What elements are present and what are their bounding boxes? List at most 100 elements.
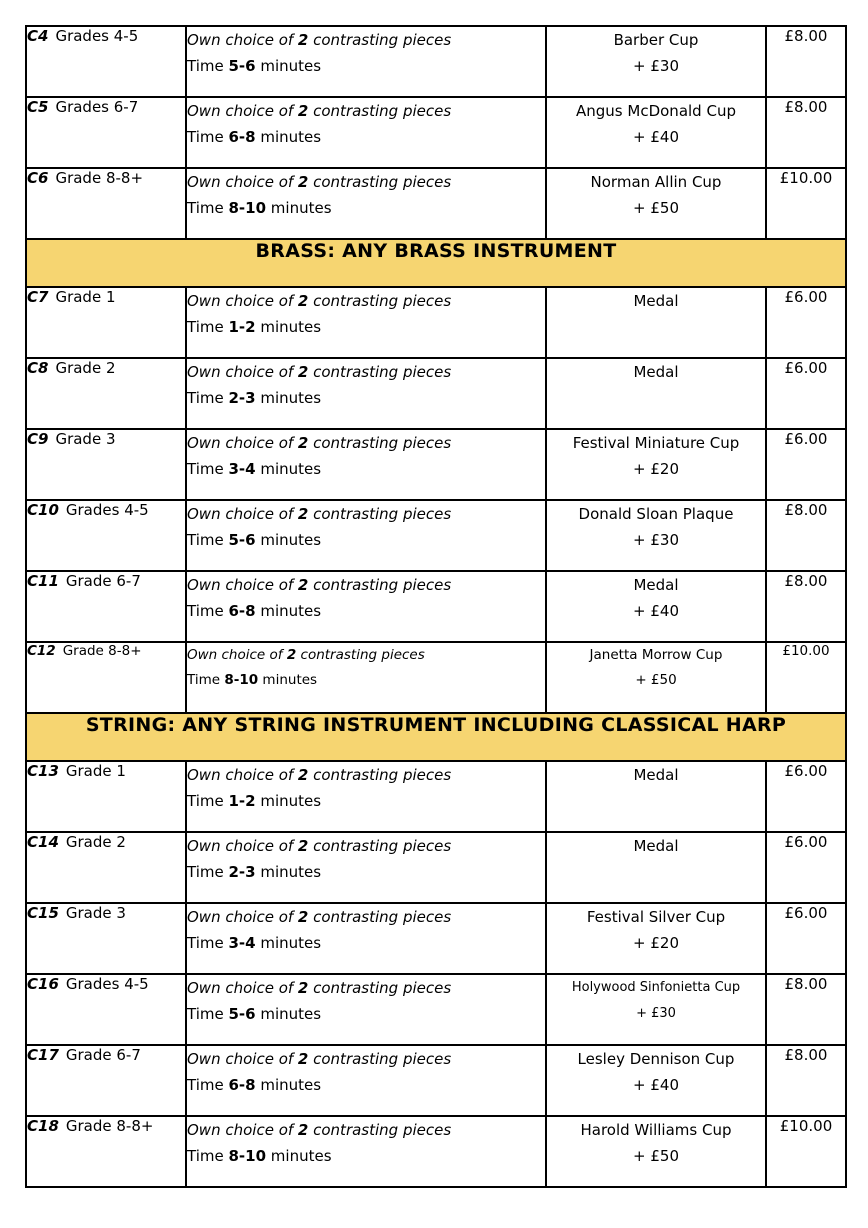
class-grade: Grade 1 [65, 762, 126, 780]
class-row: C10 Grades 4-5 Own choice of 2 contrastin… [25, 499, 847, 572]
fee-cell: £6.00 [765, 902, 847, 975]
fee-amount: £10.00 [782, 643, 830, 659]
requirement-line: Own choice of 2 contrasting pieces [188, 360, 544, 385]
time-range: 5-6 [228, 57, 256, 75]
time-label: Time [187, 672, 225, 688]
fee-cell: £6.00 [765, 428, 847, 501]
fee-amount: £6.00 [784, 833, 828, 851]
section-title: STRING: ANY STRING INSTRUMENT INCLUDING … [85, 714, 787, 736]
time-label: Time [187, 128, 229, 146]
time-line: Time 5-6 minutes [187, 527, 544, 553]
fee-cell: £8.00 [765, 25, 847, 98]
section-header-cell: STRING: ANY STRING INSTRUMENT INCLUDING … [25, 712, 847, 762]
class-row: C5 Grades 6-7 Own choice of 2 contrasting… [25, 96, 847, 169]
requirement-cell: Own choice of 2 contrasting pieces Time … [185, 902, 547, 975]
requirement-text-tail: contrasting pieces [296, 647, 425, 663]
fee-cell: £10.00 [765, 1115, 847, 1188]
class-code-cell: C8 Grade 2 [25, 357, 187, 430]
class-code-cell: C7 Grade 1 [25, 286, 187, 359]
time-label: Time [187, 792, 229, 810]
fee-amount: £8.00 [784, 572, 828, 590]
class-row: C4 Grades 4-5 Own choice of 2 contrasting… [25, 25, 847, 98]
time-line: Time 8-10 minutes [188, 1143, 544, 1169]
time-line: Time 1-2 minutes [188, 314, 544, 340]
requirement-piece-count: 2 [297, 979, 309, 997]
requirement-text-tail: contrasting pieces [308, 505, 452, 523]
requirement-cell: Own choice of 2 contrasting pieces Time … [185, 760, 547, 833]
requirement-cell: Own choice of 2 contrasting pieces Time … [185, 167, 547, 240]
requirement-text-tail: contrasting pieces [308, 173, 452, 191]
requirement-piece-count: 2 [286, 647, 297, 663]
class-code-cell: C16 Grades 4-5 [25, 973, 187, 1046]
fee-cell: £6.00 [765, 357, 847, 430]
requirement-cell: Own choice of 2 contrasting pieces Time … [185, 831, 547, 904]
requirement-text-tail: contrasting pieces [308, 434, 452, 452]
time-range: 3-4 [228, 934, 256, 952]
award-name: Medal [633, 837, 679, 855]
requirement-text: Own choice of [187, 766, 298, 784]
requirement-text-tail: contrasting pieces [308, 576, 452, 594]
class-code-cell: C12 Grade 8-8+ [25, 641, 187, 714]
award-name: Lesley Dennison Cup [577, 1050, 735, 1068]
requirement-text: Own choice of [187, 292, 298, 310]
award-cell: Norman Allin Cup + £50 [545, 167, 767, 240]
requirement-text-tail: contrasting pieces [308, 837, 452, 855]
time-label: Time [187, 934, 229, 952]
time-range: 8-10 [224, 672, 259, 688]
class-grade: Grades 4-5 [55, 27, 139, 45]
class-grade: Grades 4-5 [65, 501, 149, 519]
time-line: Time 3-4 minutes [187, 930, 544, 956]
time-line: Time 6-8 minutes [187, 124, 544, 150]
classes-table: C4 Grades 4-5 Own choice of 2 contrasting… [25, 25, 847, 1188]
time-unit: minutes [255, 602, 322, 620]
class-code: C4 [27, 27, 49, 45]
time-range: 8-10 [228, 199, 267, 217]
requirement-line: Own choice of 2 contrasting pieces [188, 834, 544, 859]
time-unit: minutes [255, 128, 322, 146]
class-grade: Grades 6-7 [55, 98, 139, 116]
class-code: C7 [27, 288, 49, 306]
award-cell: Donald Sloan Plaque + £30 [545, 499, 767, 572]
fee-amount: £6.00 [784, 359, 828, 377]
award-name: Norman Allin Cup [590, 173, 722, 191]
class-code-cell: C6 Grade 8-8+ [25, 167, 187, 240]
class-code-cell: C15 Grade 3 [25, 902, 187, 975]
time-line: Time 3-4 minutes [188, 456, 544, 482]
time-line: Time 5-6 minutes [188, 1001, 544, 1027]
award-prize-money: + £30 [633, 57, 679, 75]
requirement-text-tail: contrasting pieces [308, 1121, 452, 1139]
time-line: Time 6-8 minutes [188, 1072, 544, 1098]
time-line: Time 1-2 minutes [187, 788, 544, 814]
class-row: C13 Grade 1 Own choice of 2 contrasting p… [25, 760, 847, 833]
class-code-cell: C5 Grades 6-7 [25, 96, 187, 169]
class-code-cell: C18 Grade 8-8+ [25, 1115, 187, 1188]
class-row: C9 Grade 3 Own choice of 2 contrasting pi… [25, 428, 847, 501]
fee-cell: £8.00 [765, 973, 847, 1046]
requirement-cell: Own choice of 2 contrasting pieces Time … [185, 428, 547, 501]
time-line: Time 6-8 minutes [188, 598, 544, 624]
class-row: C14 Grade 2 Own choice of 2 contrasting p… [25, 831, 847, 904]
time-label: Time [187, 531, 229, 549]
time-range: 5-6 [228, 1005, 256, 1023]
class-grade: Grade 6-7 [65, 572, 141, 590]
requirement-piece-count: 2 [297, 1121, 309, 1139]
class-row: C18 Grade 8-8+ Own choice of 2 contrastin… [25, 1115, 847, 1188]
time-label: Time [187, 199, 229, 217]
requirement-cell: Own choice of 2 contrasting pieces Time … [185, 1044, 547, 1117]
fee-cell: £10.00 [765, 167, 847, 240]
requirement-text: Own choice of [187, 173, 298, 191]
class-grade: Grade 3 [65, 904, 126, 922]
award-prize-money: + £40 [633, 128, 679, 146]
requirement-cell: Own choice of 2 contrasting pieces Time … [185, 286, 547, 359]
requirement-piece-count: 2 [297, 766, 309, 784]
requirement-piece-count: 2 [297, 837, 309, 855]
class-row: C7 Grade 1 Own choice of 2 contrasting pi… [25, 286, 847, 359]
requirement-line: Own choice of 2 contrasting pieces [188, 99, 544, 124]
time-unit: minutes [258, 672, 318, 688]
award-name: Medal [633, 363, 679, 381]
award-cell: Holywood Sinfonietta Cup + £30 [545, 973, 767, 1046]
award-cell: Festival Miniature Cup + £20 [545, 428, 767, 501]
fee-amount: £6.00 [784, 430, 828, 448]
requirement-text: Own choice of [187, 908, 298, 926]
requirement-cell: Own choice of 2 contrasting pieces Time … [185, 499, 547, 572]
